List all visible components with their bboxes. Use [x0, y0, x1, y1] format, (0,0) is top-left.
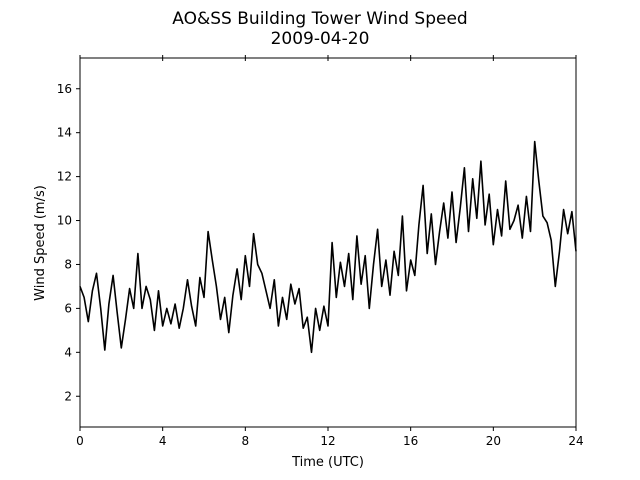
- x-tick-label: 20: [486, 434, 501, 448]
- y-axis: 2 4 6 8 10 12 14 16: [57, 82, 80, 403]
- y-tick-label: 14: [57, 126, 72, 140]
- x-tick-label: 24: [568, 434, 583, 448]
- wind-speed-series-line: [79, 140, 577, 354]
- y-tick-label: 10: [57, 214, 72, 228]
- x-tick-label: 8: [242, 434, 250, 448]
- x-tick-label: 4: [159, 434, 167, 448]
- y-axis-label: Wind Speed (m/s): [33, 185, 48, 301]
- x-axis-label: Time (UTC): [291, 455, 364, 470]
- y-tick-label: 8: [64, 257, 72, 271]
- x-tick-label: 12: [320, 434, 335, 448]
- x-tick-label: 16: [403, 434, 418, 448]
- y-tick-label: 12: [57, 170, 72, 184]
- x-tick-label: 0: [76, 434, 84, 448]
- y-tick-label: 2: [64, 389, 72, 403]
- plot-frame: [79, 57, 577, 428]
- chart-title: AO&SS Building Tower Wind Speed: [172, 9, 467, 29]
- y-tick-label: 4: [64, 345, 72, 359]
- y-tick-label: 6: [64, 301, 72, 315]
- x-axis: 0 4 8 12 16 20 24: [76, 55, 584, 448]
- chart-subtitle: 2009-04-20: [271, 29, 370, 49]
- y-tick-label: 16: [57, 82, 72, 96]
